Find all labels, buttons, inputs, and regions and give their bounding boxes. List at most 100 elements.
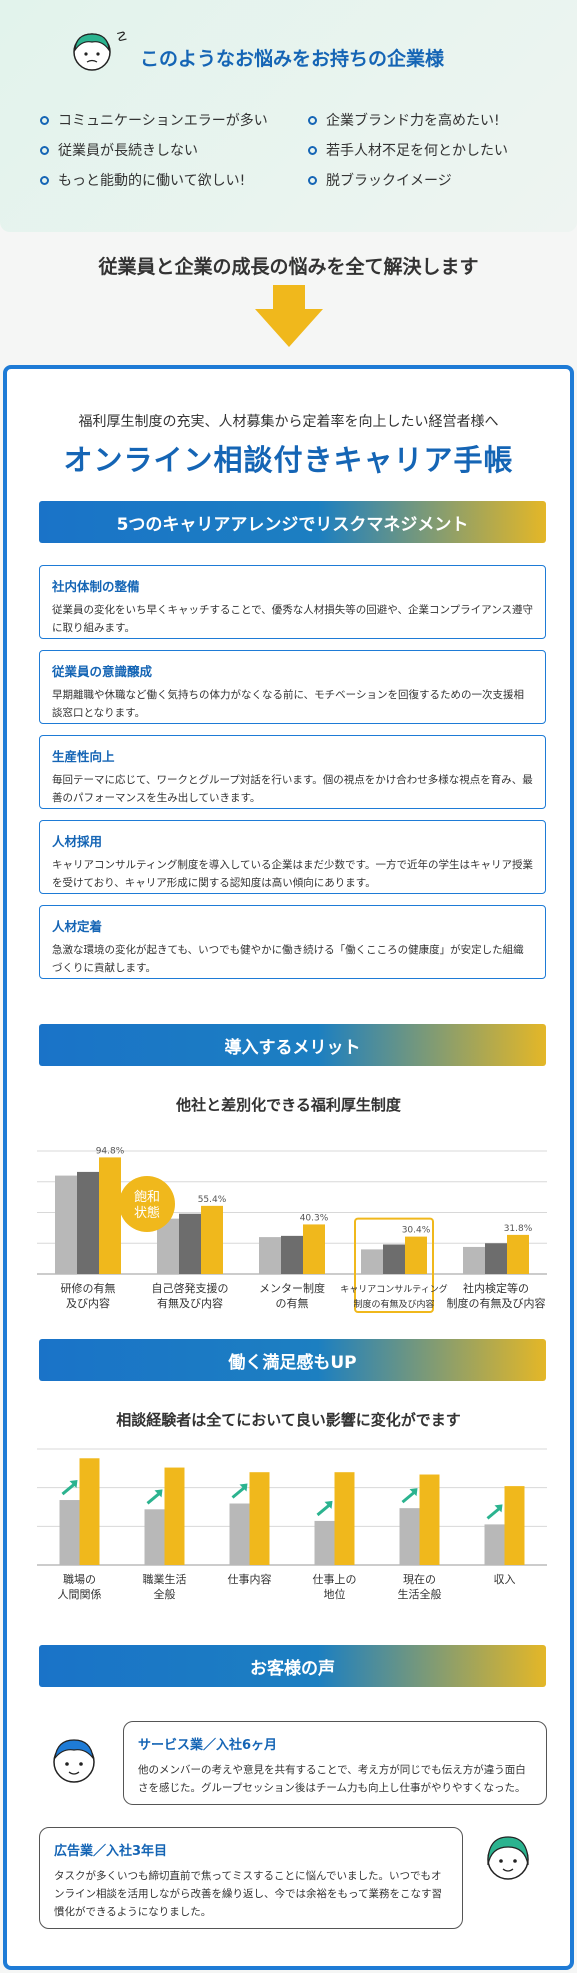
card-title: オンライン相談付きキャリア手帳	[63, 443, 514, 477]
bar	[79, 1458, 100, 1565]
up-arrow-head-icon	[239, 1483, 248, 1492]
up-arrow-head-icon	[69, 1480, 78, 1489]
feature-box: 社内体制の整備 従業員の変化をいち早くキャッチすることで、優秀な人材損失等の回避…	[39, 565, 546, 639]
bar	[259, 1237, 281, 1274]
annotation-text: 飽和	[134, 1190, 160, 1205]
up-arrow-head-icon	[154, 1489, 163, 1498]
bar	[361, 1249, 383, 1274]
category-label: 研修の有無	[61, 1281, 116, 1295]
worried-person-icon	[72, 28, 112, 72]
customer-avatar-icon	[485, 1831, 531, 1887]
bar	[77, 1171, 99, 1274]
feature-text: キャリアコンサルティング制度を導入している企業はまだ少数です。一方で近年の学生は…	[52, 859, 534, 889]
bar	[229, 1503, 250, 1565]
bar	[281, 1235, 303, 1274]
worry-item: 若手人材不足を何とかしたい	[308, 140, 508, 160]
section-banner: 働く満足感もUP	[39, 1339, 546, 1381]
bar	[419, 1474, 440, 1565]
category-label: 収入	[494, 1573, 516, 1586]
category-label: キャリアコンサルティング	[340, 1283, 447, 1295]
chart-title: 他社と差別化できる福利厚生制度	[176, 1096, 401, 1114]
bar	[507, 1234, 529, 1274]
feature-box: 人材採用 キャリアコンサルティング制度を導入している企業はまだ少数です。一方で近…	[39, 820, 546, 894]
annotation-bubble	[119, 1176, 175, 1232]
feature-box: 人材定着 急激な環境の変化が起きても、いつでも健やかに働き続ける「働くこころの健…	[39, 905, 546, 979]
category-label: 制度の有無及び内容	[447, 1296, 546, 1310]
feature-text: 早期離職や休職など働く気持ちの体力がなくなる前に、モチベーションを回復するための…	[52, 689, 524, 719]
bar	[179, 1213, 201, 1274]
category-label: 有無及び内容	[157, 1296, 223, 1310]
bar	[59, 1500, 80, 1565]
bar	[314, 1520, 335, 1565]
bullet-icon	[40, 175, 49, 185]
up-arrow-head-icon	[494, 1504, 503, 1513]
testimonial-heading: 広告業／入社3年目	[54, 1844, 168, 1859]
feature-heading: 従業員の意識醸成	[52, 664, 153, 679]
category-label: 生活全般	[398, 1587, 442, 1601]
bar	[383, 1244, 405, 1274]
worry-item: 企業ブランド力を高めたい!	[308, 110, 500, 130]
bullet-icon	[308, 145, 317, 155]
section-banner: 導入するメリット	[39, 1024, 546, 1066]
category-label: 地位	[324, 1587, 346, 1601]
data-label: 94.8%	[96, 1146, 125, 1156]
up-arrow-icon	[401, 1491, 416, 1504]
feature-box: 従業員の意識醸成 早期離職や休職など働く気持ちの体力がなくなる前に、モチベーショ…	[39, 650, 546, 724]
testimonial-bubble: サービス業／入社6ヶ月 他のメンバーの考えや意見を共有することで、考え方が同じで…	[123, 1721, 547, 1805]
testimonial-text: タスクが多くいつも締切直前で焦ってミスすることに悩んでいました。いつでもオンライ…	[54, 1870, 442, 1918]
category-label: 仕事内容	[228, 1572, 272, 1586]
category-label: 自己啓発支援の	[152, 1281, 229, 1295]
concerns-section: ☡ このようなお悩みをお持ちの企業様 コミュニケーションエラーが多い 従業員が長…	[0, 0, 577, 232]
bar	[484, 1524, 505, 1565]
testimonial-text: 他のメンバーの考えや意見を共有することで、考え方が同じでも伝え方が違う面白さを感…	[138, 1764, 526, 1794]
category-label: 及び内容	[66, 1296, 110, 1310]
bar	[144, 1509, 165, 1565]
bar	[164, 1467, 185, 1565]
annotation-pointer	[101, 1196, 117, 1206]
category-label: 現在の	[403, 1573, 436, 1586]
testimonial-heading: サービス業／入社6ヶ月	[138, 1738, 278, 1753]
customer-avatar-icon	[51, 1734, 97, 1790]
data-label: 40.3%	[300, 1213, 329, 1223]
category-label: メンター制度	[259, 1281, 325, 1295]
bar	[504, 1486, 525, 1565]
chart-title: 相談経験者は全てにおいて良い影響に変化がでます	[116, 1411, 461, 1429]
bullet-icon	[40, 145, 49, 155]
feature-text: 毎回テーマに応じて、ワークとグループ対話を行います。個の視点をかけ合わせ多様な視…	[52, 774, 533, 804]
category-label: 全般	[154, 1587, 176, 1601]
data-label: 31.8%	[504, 1224, 533, 1234]
up-arrow-head-icon	[324, 1500, 333, 1509]
bar	[99, 1157, 121, 1274]
up-arrow-head-icon	[409, 1488, 418, 1497]
bar	[55, 1175, 77, 1274]
bar	[463, 1246, 485, 1274]
feature-heading: 人材採用	[52, 834, 103, 849]
category-label: 職業生活	[143, 1572, 187, 1586]
highlight-frame	[354, 1217, 434, 1313]
feature-heading: 人材定着	[52, 919, 103, 934]
product-card: 福利厚生制度の充実、人材募集から定着率を向上したい経営者様へ オンライン相談付き…	[3, 365, 574, 1970]
category-label: 職場の	[63, 1573, 96, 1586]
category-label: 社内検定等の	[463, 1281, 529, 1295]
bar	[249, 1472, 270, 1565]
up-arrow-icon	[61, 1482, 76, 1496]
card-subtitle: 福利厚生制度の充実、人材募集から定着率を向上したい経営者様へ	[78, 414, 499, 430]
data-label: 55.4%	[198, 1195, 227, 1205]
feature-box: 生産性向上 毎回テーマに応じて、ワークとグループ対話を行います。個の視点をかけ合…	[39, 735, 546, 809]
bar	[399, 1508, 420, 1565]
bar	[485, 1243, 507, 1274]
annotation-text: 状態	[134, 1205, 160, 1221]
worry-item: もっと能動的に働いて欲しい!	[40, 170, 245, 190]
feature-text: 従業員の変化をいち早くキャッチすることで、優秀な人材損失等の回避や、企業コンプラ…	[52, 604, 534, 634]
feature-heading: 生産性向上	[52, 749, 115, 764]
section-banner: お客様の声	[39, 1645, 546, 1687]
down-arrow-icon	[255, 285, 323, 347]
worry-sparkle-icon: ☡	[116, 30, 128, 45]
up-arrow-icon	[486, 1507, 501, 1520]
category-label: の有無	[276, 1296, 309, 1310]
up-arrow-icon	[316, 1503, 331, 1517]
testimonial-bubble: 広告業／入社3年目 タスクが多くいつも締切直前で焦ってミスすることに悩んでいまし…	[39, 1827, 463, 1929]
section-banner: 5つのキャリアアレンジでリスクマネジメント	[39, 501, 546, 543]
